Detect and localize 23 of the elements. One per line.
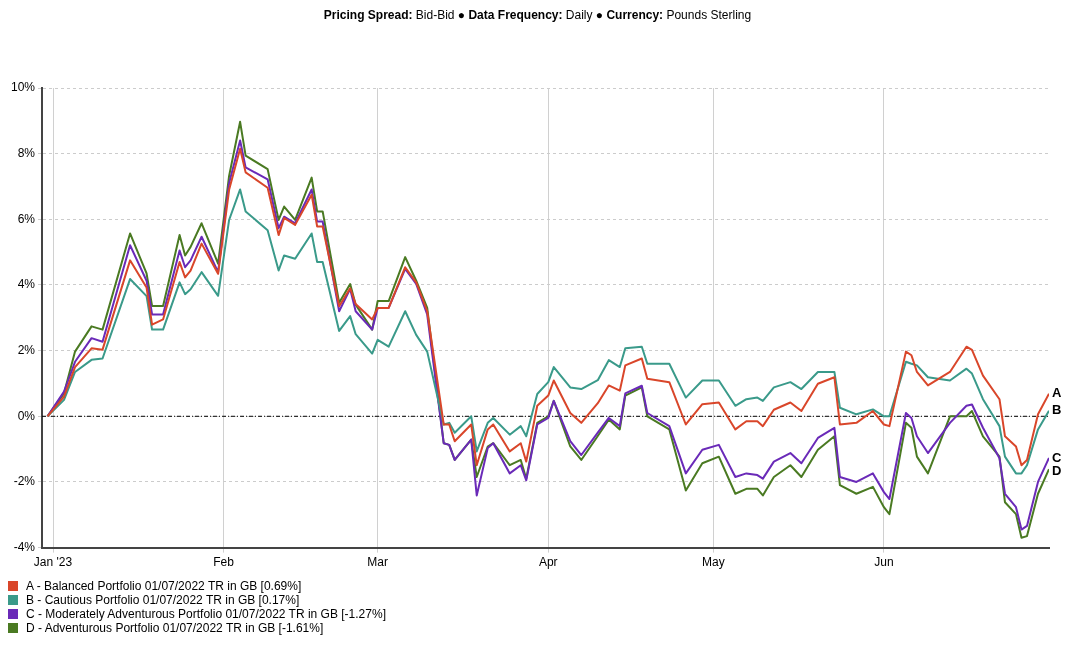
y-tick-label: 0% xyxy=(17,408,36,423)
y-tick-label: -4% xyxy=(13,539,36,554)
x-tick-label: Mar xyxy=(367,555,389,570)
legend-label: D - Adventurous Portfolio 01/07/2022 TR in GB [-1.61%] xyxy=(26,621,324,635)
annotation: C xyxy=(1052,449,1062,465)
y-tick-label: 4% xyxy=(17,277,36,292)
y-tick-label: -2% xyxy=(13,474,36,489)
chart-title: Pricing Spread: Bid-Bid ● Data Frequency: Daily ● Currency: Pounds Sterling xyxy=(323,8,752,22)
x-tick-label: Jan '23 xyxy=(33,555,73,570)
annotation: A xyxy=(1052,385,1062,401)
x-tick-label: May xyxy=(702,555,725,570)
y-tick-label: 2% xyxy=(17,342,36,357)
annotation: D xyxy=(1052,462,1062,478)
x-tick-label: Jun xyxy=(874,555,894,570)
legend-label: A - Balanced Portfolio 01/07/2022 TR in GB [0.69%] xyxy=(26,579,302,593)
annotation: B xyxy=(1052,402,1062,418)
y-tick-label: 10% xyxy=(10,80,36,95)
y-tick-label: 6% xyxy=(17,211,36,226)
y-tick-label: 8% xyxy=(17,145,36,160)
legend-label: C - Moderately Adventurous Portfolio 01/07/2022 TR in GB [-1.27%] xyxy=(26,607,386,621)
x-tick-label: Apr xyxy=(538,555,558,570)
legend-label: B - Cautious Portfolio 01/07/2022 TR in GB [0.17%] xyxy=(26,593,300,607)
x-tick-label: Feb xyxy=(213,555,235,570)
